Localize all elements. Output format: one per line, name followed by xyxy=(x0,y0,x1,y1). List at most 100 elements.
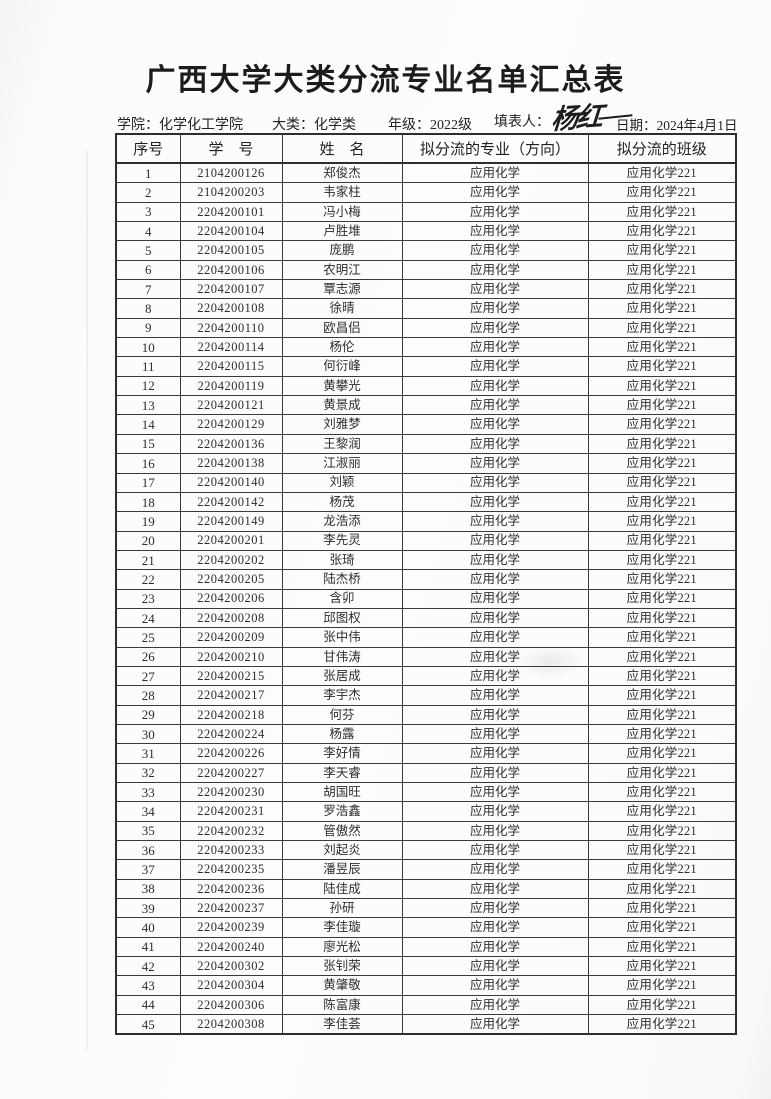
cell-name: 杨露 xyxy=(281,723,403,745)
cell-class: 应用化学221 xyxy=(587,607,737,629)
cell-index: 41 xyxy=(115,936,181,958)
cell-name: 张中伟 xyxy=(281,627,403,648)
cell-name: 李天睿 xyxy=(281,762,403,784)
cell-student-id: 2204200218 xyxy=(179,704,283,725)
cell-student-id: 2204200235 xyxy=(179,859,283,880)
cell-class: 应用化学221 xyxy=(587,685,737,706)
cell-student-id: 2204200308 xyxy=(179,1014,283,1035)
cell-class: 应用化学221 xyxy=(587,820,737,842)
cell-student-id: 2204200108 xyxy=(179,298,283,319)
cell-index: 1 xyxy=(115,162,181,184)
table-row: 6 2204200106 农明江 应用化学 应用化学221 xyxy=(115,259,737,281)
cell-major: 应用化学 xyxy=(401,298,589,319)
cell-name: 刘颖 xyxy=(281,472,403,493)
cell-index: 39 xyxy=(115,898,181,919)
cell-student-id: 2204200201 xyxy=(179,530,283,551)
form-meta-line: 学院：化学化工学院 大类：化学类 年级：2022级 填表人：杨红 日期：2024… xyxy=(0,101,771,135)
cell-major: 应用化学 xyxy=(401,762,589,784)
cell-name: 王黎润 xyxy=(281,433,403,455)
table-row: 35 2204200232 管傲然 应用化学 应用化学221 xyxy=(115,820,737,842)
cell-student-id: 2204200110 xyxy=(179,317,283,339)
table-row: 18 2204200142 杨茂 应用化学 应用化学221 xyxy=(115,491,737,513)
cell-class: 应用化学221 xyxy=(587,549,737,571)
college-label: 学院： xyxy=(117,118,159,133)
cell-class: 应用化学221 xyxy=(587,569,737,590)
table-row: 32 2204200227 李天睿 应用化学 应用化学221 xyxy=(115,762,737,784)
cell-major: 应用化学 xyxy=(401,704,589,725)
cell-name: 张居成 xyxy=(281,665,403,687)
page-title: 广西大学大类分流专业名单汇总表 xyxy=(145,64,626,97)
cell-index: 21 xyxy=(115,549,181,571)
cell-major: 应用化学 xyxy=(401,279,589,300)
cell-major: 应用化学 xyxy=(401,221,589,242)
cell-class: 应用化学221 xyxy=(587,723,737,745)
cell-major: 应用化学 xyxy=(401,607,589,629)
table-row: 1 2104200126 郑俊杰 应用化学 应用化学221 xyxy=(115,162,737,184)
cell-name: 甘伟涛 xyxy=(281,646,403,667)
header-index: 序号 xyxy=(115,133,181,164)
cell-student-id: 2204200208 xyxy=(179,607,283,629)
cell-name: 李宇杰 xyxy=(281,685,403,706)
cell-class: 应用化学221 xyxy=(587,375,737,397)
cell-index: 33 xyxy=(115,781,181,803)
cell-class: 应用化学221 xyxy=(587,898,737,919)
cell-student-id: 2104200126 xyxy=(179,162,283,184)
table-row: 22 2204200205 陆杰桥 应用化学 应用化学221 xyxy=(115,569,737,590)
table-row: 3 2204200101 冯小梅 应用化学 应用化学221 xyxy=(115,201,737,223)
cell-class: 应用化学221 xyxy=(587,917,737,938)
cell-major: 应用化学 xyxy=(401,1014,589,1035)
cell-class: 应用化学221 xyxy=(587,511,737,532)
cell-major: 应用化学 xyxy=(401,259,589,281)
cell-major: 应用化学 xyxy=(401,182,589,203)
cell-index: 16 xyxy=(115,453,181,474)
scan-edge-shadow xyxy=(86,150,88,1050)
college-value: 化学化工学院 xyxy=(159,118,243,133)
cell-major: 应用化学 xyxy=(401,588,589,609)
cell-class: 应用化学221 xyxy=(587,162,737,184)
table-row: 21 2204200202 张琦 应用化学 应用化学221 xyxy=(115,549,737,571)
cell-name: 欧昌侣 xyxy=(281,317,403,339)
cell-major: 应用化学 xyxy=(401,569,589,590)
cell-class: 应用化学221 xyxy=(587,395,737,416)
table-row: 42 2204200302 张钊荣 应用化学 应用化学221 xyxy=(115,956,737,977)
cell-class: 应用化学221 xyxy=(587,182,737,203)
cell-index: 7 xyxy=(115,279,181,300)
cell-major: 应用化学 xyxy=(401,917,589,938)
college-field: 学院：化学化工学院 xyxy=(117,114,243,134)
cell-name: 农明江 xyxy=(281,259,403,281)
table-row: 41 2204200240 廖光松 应用化学 应用化学221 xyxy=(115,936,737,958)
table-row: 7 2204200107 覃志源 应用化学 应用化学221 xyxy=(115,279,737,300)
cell-index: 25 xyxy=(115,627,181,648)
cell-major: 应用化学 xyxy=(401,337,589,358)
cell-class: 应用化学221 xyxy=(587,878,737,900)
table-row: 44 2204200306 陈富康 应用化学 应用化学221 xyxy=(115,994,737,1016)
table-row: 15 2204200136 王黎润 应用化学 应用化学221 xyxy=(115,433,737,455)
cell-major: 应用化学 xyxy=(401,743,589,764)
cell-major: 应用化学 xyxy=(401,936,589,958)
table-row: 12 2204200119 黄攀光 应用化学 应用化学221 xyxy=(115,375,737,397)
cell-index: 44 xyxy=(115,994,181,1016)
cell-student-id: 2204200121 xyxy=(179,395,283,416)
cell-student-id: 2204200231 xyxy=(179,801,283,822)
cell-class: 应用化学221 xyxy=(587,743,737,764)
cell-name: 李佳璇 xyxy=(281,917,403,938)
cell-major: 应用化学 xyxy=(401,201,589,223)
cell-student-id: 2204200302 xyxy=(179,956,283,977)
table-row: 34 2204200231 罗浩鑫 应用化学 应用化学221 xyxy=(115,801,737,822)
cell-major: 应用化学 xyxy=(401,627,589,648)
filler-field: 填表人：杨红 xyxy=(494,95,633,135)
cell-class: 应用化学221 xyxy=(587,317,737,339)
cell-name: 含卯 xyxy=(281,588,403,609)
cell-student-id: 2204200239 xyxy=(179,917,283,938)
cell-major: 应用化学 xyxy=(401,859,589,880)
cell-index: 17 xyxy=(115,472,181,493)
table-row: 28 2204200217 李宇杰 应用化学 应用化学221 xyxy=(115,685,737,706)
table-row: 38 2204200236 陆佳成 应用化学 应用化学221 xyxy=(115,878,737,900)
cell-student-id: 2204200142 xyxy=(179,491,283,513)
cell-student-id: 2204200232 xyxy=(179,820,283,842)
cell-index: 4 xyxy=(115,221,181,242)
cell-index: 24 xyxy=(115,607,181,629)
table-row: 26 2204200210 甘伟涛 应用化学 应用化学221 xyxy=(115,646,737,667)
cell-major: 应用化学 xyxy=(401,685,589,706)
cell-class: 应用化学221 xyxy=(587,956,737,977)
